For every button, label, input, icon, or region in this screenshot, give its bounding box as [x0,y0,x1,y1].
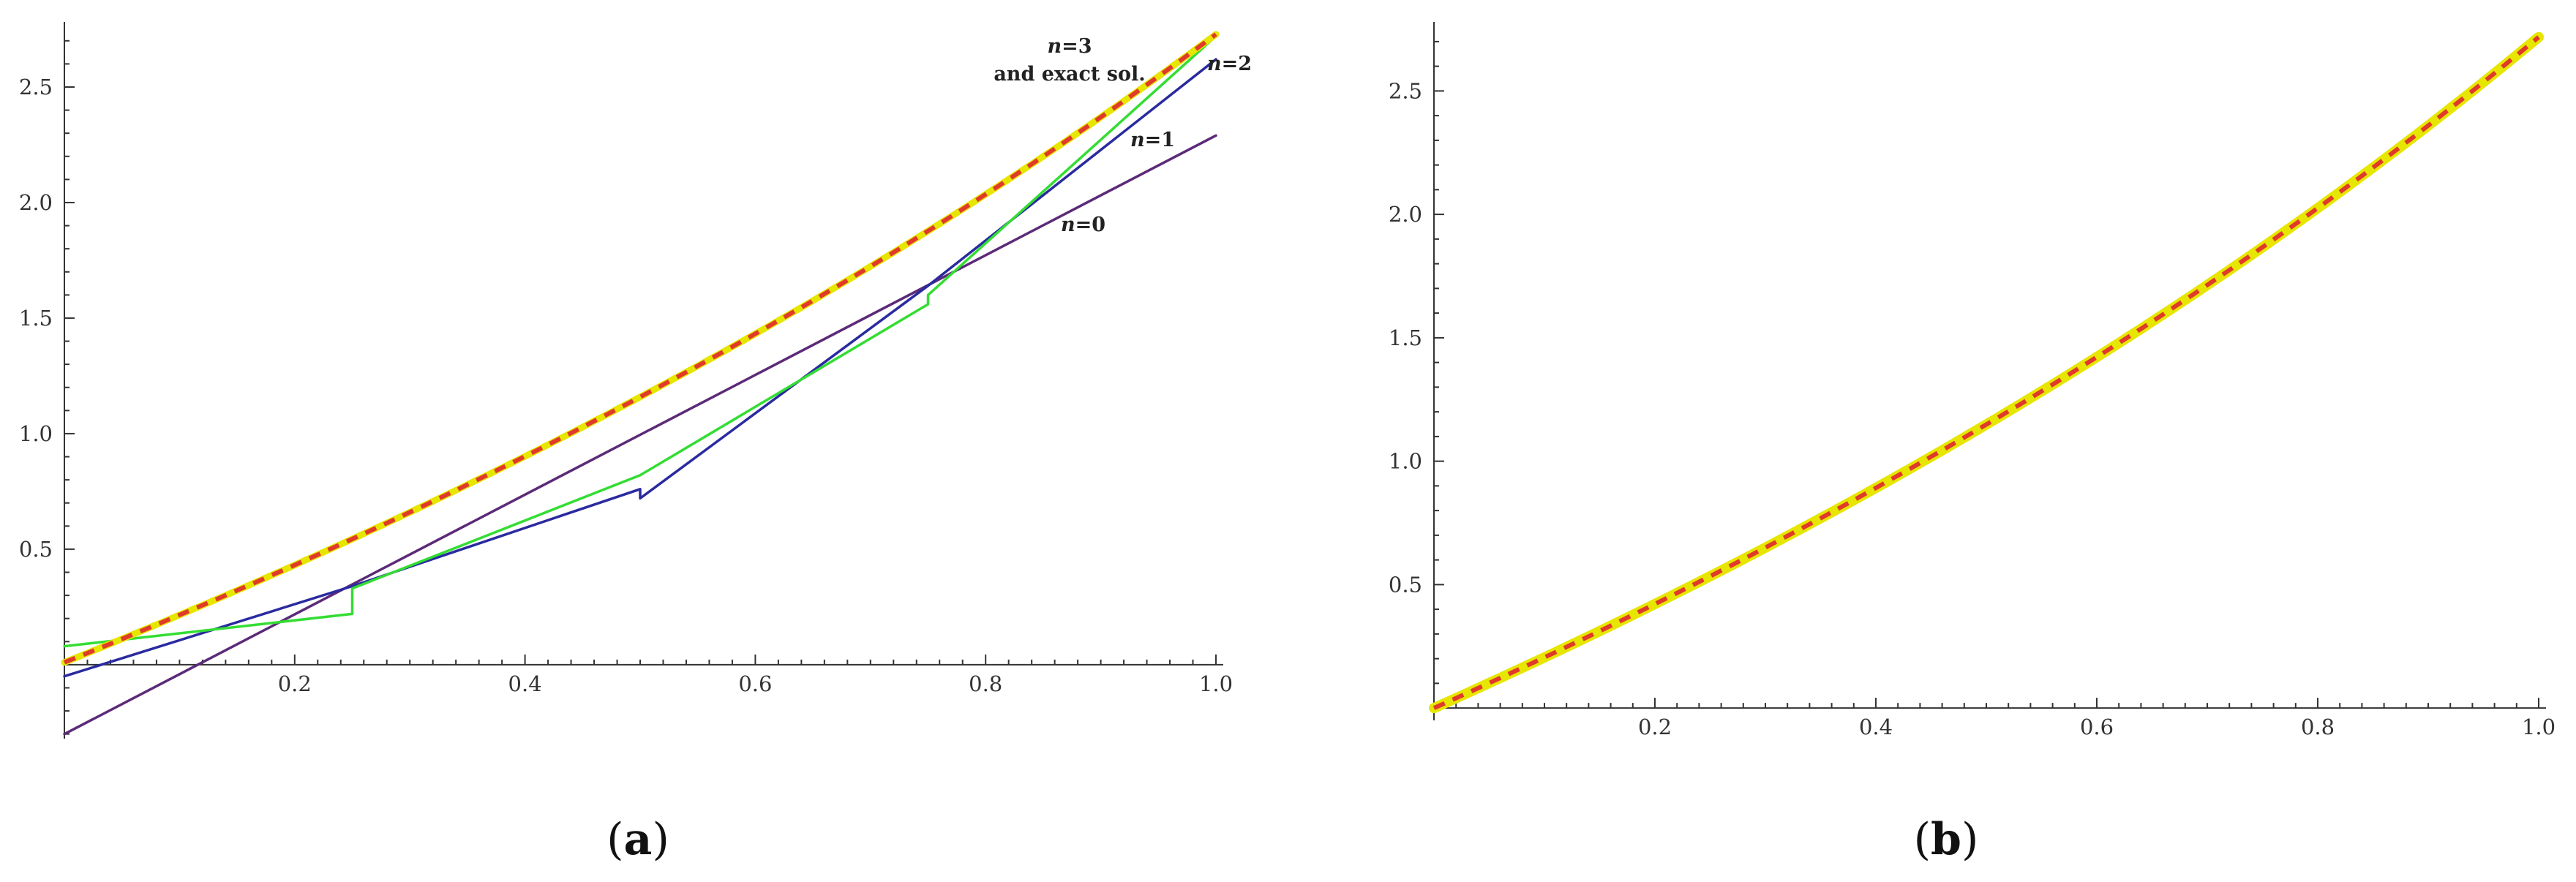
series-exact-line [1432,35,2540,710]
y-tick-label: 2.5 [1389,78,1422,103]
panel-a-series [61,31,1220,736]
panel-a-caption: (a) [607,814,669,865]
curve-label-n3: n=3 [1047,35,1092,58]
series-exact-sol--line [63,32,1217,665]
panel-a-axes: 0.2 0.4 0.6 0.8 1.0 0.5 1.0 1.5 2.0 2.5 [19,22,1233,739]
y-tick-label: 1.5 [1389,325,1422,350]
curve-label-n0: n=0 [1061,214,1105,236]
y-tick-label: 0.5 [1389,572,1422,597]
curve-label-exact: and exact sol. [994,63,1145,86]
panel-b-series [1429,31,2544,714]
panel-b-chart: 0.2 0.4 0.6 0.8 1.0 0.5 1.0 1.5 2.0 2.5 [1389,22,2556,739]
y-tick-label: 1.5 [19,306,53,331]
x-tick-label: 1.0 [1199,671,1233,696]
x-tick-label: 0.8 [2301,715,2335,739]
x-tick-label: 0.8 [969,671,1002,696]
series-n-3-line [61,31,1220,666]
x-tick-label: 0.4 [508,671,542,696]
curve-label-n1: n=1 [1130,129,1175,151]
x-tick-label: 0.2 [1638,715,1672,739]
y-tick-label: 1.0 [1389,449,1422,474]
panel-a-curve-labels: n=3 and exact sol. n=2 n=1 n=0 [994,35,1252,236]
panel-b-axes: 0.2 0.4 0.6 0.8 1.0 0.5 1.0 1.5 2.0 2.5 [1389,22,2556,739]
series-n-0-line [63,134,1217,736]
y-tick-label: 0.5 [19,537,53,562]
y-tick-label: 2.5 [19,75,53,99]
y-tick-label: 2.0 [19,190,53,215]
series-n-2-line [63,34,1217,648]
panel-a-chart: 0.2 0.4 0.6 0.8 1.0 0.5 1.0 1.5 2.0 2.5 n=3 and ex… [19,22,1252,739]
x-tick-label: 0.6 [2080,715,2114,739]
curve-label-n2: n=2 [1207,53,1252,75]
series-n-1-line [63,58,1217,678]
y-tick-label: 2.0 [1389,202,1422,227]
series-approximate-line [1429,31,2544,714]
panel-b-caption: (b) [1914,814,1979,865]
x-tick-label: 0.2 [278,671,312,696]
x-tick-label: 0.4 [1859,715,1893,739]
x-tick-label: 1.0 [2522,715,2556,739]
x-tick-label: 0.6 [738,671,772,696]
y-tick-label: 1.0 [19,421,53,446]
